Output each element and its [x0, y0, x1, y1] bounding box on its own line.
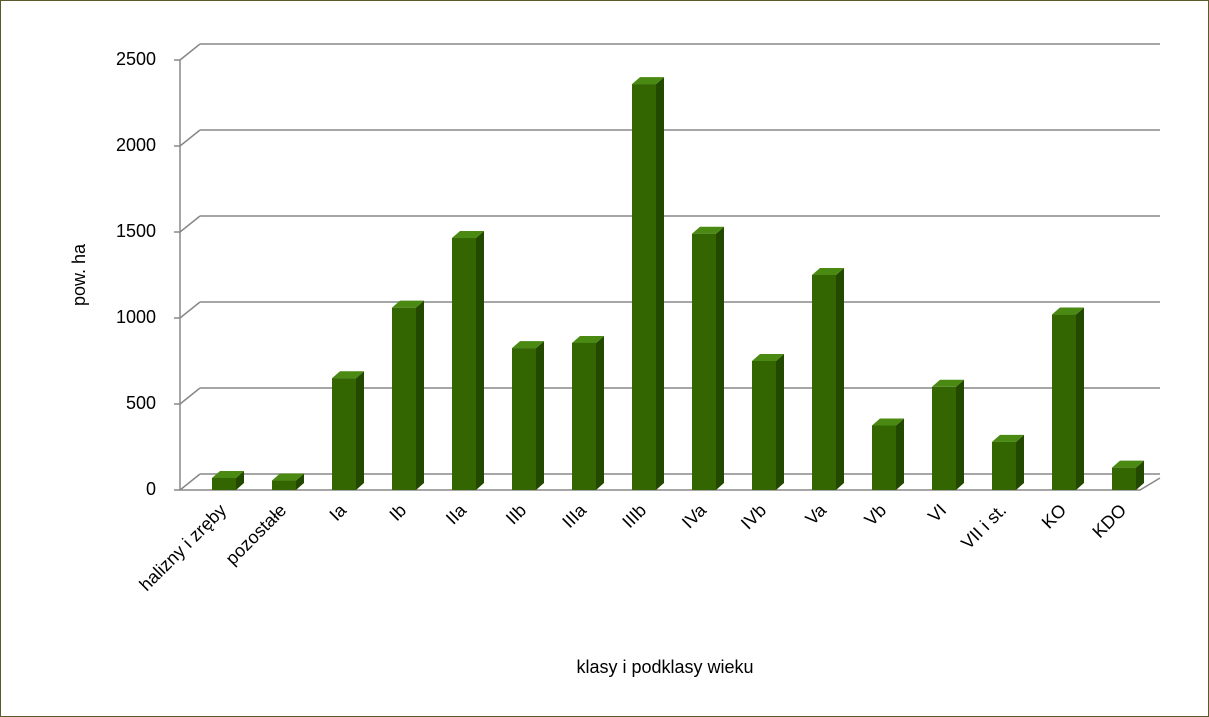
grid-line — [179, 43, 201, 61]
bar-side — [236, 470, 244, 490]
bar-side — [776, 354, 784, 490]
bar-top — [872, 418, 904, 426]
bar-side — [896, 418, 904, 490]
bar — [572, 342, 596, 490]
grid-line — [179, 473, 201, 491]
bar-top — [992, 434, 1024, 442]
floor — [180, 477, 1161, 491]
grid-line — [179, 301, 201, 319]
bar-top — [932, 379, 964, 387]
bar — [632, 84, 656, 490]
bar-top — [392, 300, 424, 308]
bar-top — [1112, 460, 1144, 468]
bar-side — [1076, 307, 1084, 490]
bar-side — [356, 371, 364, 490]
bar-side — [1136, 460, 1144, 490]
bar — [452, 238, 476, 490]
bar-side — [836, 268, 844, 490]
y-tick-label: 500 — [126, 393, 156, 413]
bar-side — [596, 335, 604, 490]
bar — [1112, 467, 1136, 490]
bar — [992, 441, 1016, 490]
bar — [392, 307, 416, 490]
bar-top — [692, 226, 724, 234]
bar-top — [632, 77, 664, 85]
bar — [1052, 314, 1076, 490]
y-tick-label: 2000 — [116, 135, 156, 155]
bar-side — [416, 300, 424, 490]
bar — [872, 425, 896, 490]
grid-line — [179, 129, 201, 147]
bar-side — [536, 341, 544, 490]
bar-side — [1016, 434, 1024, 490]
bar-top — [812, 268, 844, 275]
y-tick-label: 1500 — [116, 221, 156, 241]
y-tick-label: 0 — [146, 479, 156, 499]
grid-line — [179, 387, 201, 405]
bar-side — [296, 473, 304, 490]
bar-top — [512, 341, 544, 349]
bar — [512, 348, 536, 490]
bar — [812, 275, 836, 490]
bar-top — [452, 231, 484, 239]
bar-side — [476, 231, 484, 490]
bar-top — [752, 354, 784, 361]
bar-side — [656, 77, 664, 490]
y-axis-title: pow. ha — [69, 243, 89, 306]
bar-side — [716, 226, 724, 490]
bar-side — [956, 379, 964, 490]
bar-top — [272, 473, 304, 481]
bar — [932, 386, 956, 490]
y-tick-label: 1000 — [116, 307, 156, 327]
y-tick-label: 2500 — [116, 49, 156, 69]
bar-top — [572, 335, 604, 343]
bar-top — [332, 371, 364, 379]
bar-top — [1052, 307, 1084, 315]
grid-line — [179, 215, 201, 233]
bar — [692, 233, 716, 490]
bar — [272, 480, 296, 490]
bar — [332, 378, 356, 490]
bar-top — [212, 470, 244, 478]
bar — [752, 361, 776, 490]
bar — [212, 477, 236, 490]
x-axis-title: klasy i podklasy wieku — [576, 657, 753, 677]
